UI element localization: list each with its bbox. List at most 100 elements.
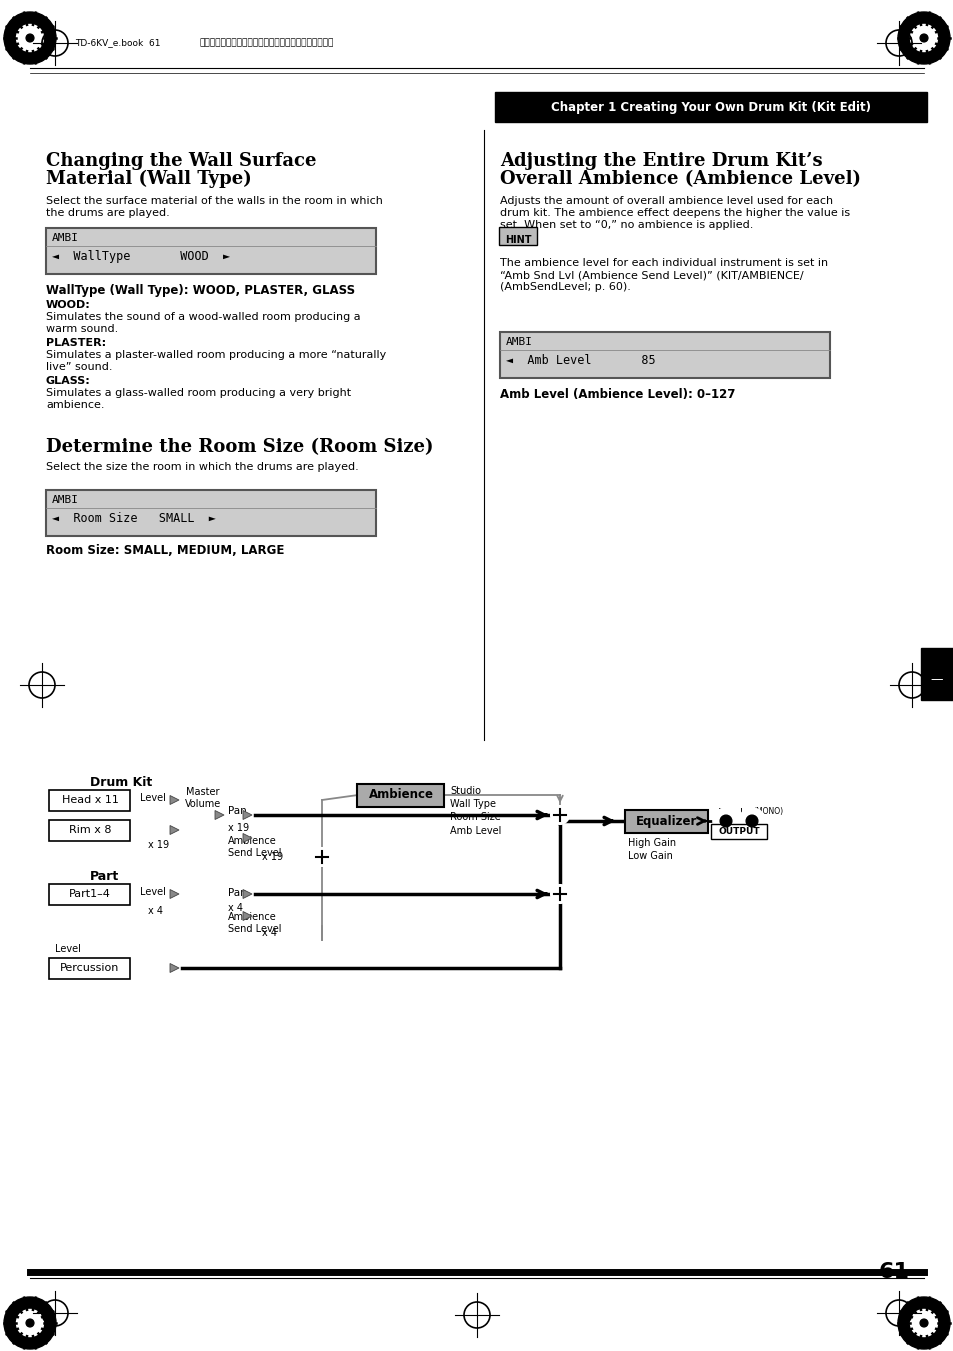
Text: Level: Level — [55, 944, 81, 954]
Text: ambience.: ambience. — [46, 400, 105, 409]
Circle shape — [897, 12, 949, 63]
Text: Simulates a plaster-walled room producing a more “naturally: Simulates a plaster-walled room producin… — [46, 350, 386, 359]
Circle shape — [909, 24, 937, 51]
Text: Part: Part — [90, 870, 119, 884]
Text: Percussion: Percussion — [60, 963, 119, 973]
Text: Drum Kit: Drum Kit — [90, 775, 152, 789]
FancyBboxPatch shape — [711, 824, 767, 839]
Text: Overall Ambience (Ambience Level): Overall Ambience (Ambience Level) — [499, 170, 861, 188]
Text: Pan: Pan — [228, 888, 247, 898]
Text: Ambience: Ambience — [368, 789, 433, 801]
Text: Select the size the room in which the drums are played.: Select the size the room in which the dr… — [46, 462, 358, 471]
Text: x 4: x 4 — [262, 928, 276, 938]
Circle shape — [745, 815, 757, 827]
Text: OUTPUT: OUTPUT — [718, 827, 759, 835]
FancyBboxPatch shape — [46, 228, 375, 274]
Circle shape — [313, 848, 331, 866]
Text: Adjusts the amount of overall ambience level used for each: Adjusts the amount of overall ambience l… — [499, 196, 832, 205]
Text: x 4: x 4 — [228, 902, 243, 913]
Text: Pan: Pan — [228, 807, 247, 816]
Text: R: R — [718, 808, 724, 817]
Text: WOOD:: WOOD: — [46, 300, 91, 309]
Text: AMBI: AMBI — [52, 494, 79, 505]
Text: Simulates a glass-walled room producing a very bright: Simulates a glass-walled room producing … — [46, 388, 351, 399]
Text: Room Size: SMALL, MEDIUM, LARGE: Room Size: SMALL, MEDIUM, LARGE — [46, 544, 284, 557]
Text: HINT: HINT — [504, 235, 531, 245]
FancyBboxPatch shape — [50, 884, 131, 905]
Polygon shape — [243, 912, 252, 920]
Text: Head x 11: Head x 11 — [62, 794, 118, 805]
Text: Changing the Wall Surface: Changing the Wall Surface — [46, 153, 316, 170]
Text: x 19: x 19 — [262, 852, 283, 862]
Text: Simulates the sound of a wood-walled room producing a: Simulates the sound of a wood-walled roo… — [46, 312, 360, 322]
Text: (MONO): (MONO) — [752, 807, 782, 816]
Text: TD-6KV_e.book  61: TD-6KV_e.book 61 — [75, 38, 160, 47]
FancyBboxPatch shape — [46, 490, 375, 536]
Polygon shape — [243, 811, 252, 820]
Text: WallType (Wall Type): WOOD, PLASTER, GLASS: WallType (Wall Type): WOOD, PLASTER, GLA… — [46, 284, 355, 297]
FancyBboxPatch shape — [50, 789, 131, 811]
Circle shape — [4, 1297, 56, 1350]
Polygon shape — [243, 834, 252, 843]
Text: Level: Level — [140, 888, 166, 897]
Polygon shape — [170, 963, 179, 973]
Text: Rim x 8: Rim x 8 — [69, 825, 112, 835]
Circle shape — [897, 1297, 949, 1350]
Circle shape — [909, 1309, 937, 1336]
Text: ◄  Amb Level       85: ◄ Amb Level 85 — [505, 354, 655, 367]
Text: L: L — [740, 808, 744, 817]
Circle shape — [26, 34, 34, 42]
Circle shape — [26, 1319, 34, 1327]
Text: the drums are played.: the drums are played. — [46, 208, 170, 218]
Text: Studio
Wall Type
Room Size
Amb Level: Studio Wall Type Room Size Amb Level — [450, 786, 501, 836]
Text: x 4: x 4 — [148, 907, 163, 916]
Text: “Amb Snd Lvl (Ambience Send Level)” (KIT/AMBIENCE/: “Amb Snd Lvl (Ambience Send Level)” (KIT… — [499, 270, 802, 280]
Polygon shape — [170, 889, 179, 898]
Text: live” sound.: live” sound. — [46, 362, 112, 372]
Circle shape — [16, 24, 44, 51]
FancyBboxPatch shape — [50, 820, 131, 840]
Circle shape — [16, 1309, 44, 1336]
FancyBboxPatch shape — [625, 809, 708, 832]
Text: ◄  Room Size   SMALL  ►: ◄ Room Size SMALL ► — [52, 512, 215, 526]
Polygon shape — [214, 811, 224, 820]
Text: 61: 61 — [878, 1262, 909, 1282]
Text: Master
Volume: Master Volume — [185, 788, 221, 809]
FancyBboxPatch shape — [920, 648, 953, 700]
FancyBboxPatch shape — [498, 227, 537, 245]
Text: AMBI: AMBI — [505, 336, 533, 347]
Circle shape — [720, 815, 731, 827]
Circle shape — [919, 1319, 927, 1327]
Text: ◄  WallType       WOOD  ►: ◄ WallType WOOD ► — [52, 250, 230, 263]
Text: (AmbSendLevel; p. 60).: (AmbSendLevel; p. 60). — [499, 282, 630, 292]
Text: GLASS:: GLASS: — [46, 376, 91, 386]
Circle shape — [551, 885, 568, 902]
Text: warm sound.: warm sound. — [46, 324, 118, 334]
Text: ページ　２００５年１月２４日　月曜日　午後７時４分: ページ ２００５年１月２４日 月曜日 午後７時４分 — [200, 38, 334, 47]
Text: The ambience level for each individual instrument is set in: The ambience level for each individual i… — [499, 258, 827, 267]
Circle shape — [739, 808, 764, 834]
Text: AMBI: AMBI — [52, 232, 79, 243]
Polygon shape — [170, 825, 179, 835]
Polygon shape — [243, 889, 252, 898]
Text: PLASTER:: PLASTER: — [46, 338, 106, 349]
Circle shape — [551, 807, 568, 824]
Polygon shape — [170, 796, 179, 804]
FancyBboxPatch shape — [357, 784, 444, 807]
Text: Ambience
Send Level: Ambience Send Level — [228, 836, 281, 858]
Text: Amb Level (Ambience Level): 0–127: Amb Level (Ambience Level): 0–127 — [499, 388, 735, 401]
Text: x 19: x 19 — [228, 823, 249, 834]
FancyBboxPatch shape — [499, 332, 829, 378]
Text: Select the surface material of the walls in the room in which: Select the surface material of the walls… — [46, 196, 382, 205]
FancyBboxPatch shape — [495, 92, 926, 122]
Text: Chapter 1 Creating Your Own Drum Kit (Kit Edit): Chapter 1 Creating Your Own Drum Kit (Ki… — [551, 100, 870, 113]
Text: Material (Wall Type): Material (Wall Type) — [46, 170, 252, 188]
Text: High Gain
Low Gain: High Gain Low Gain — [627, 838, 676, 861]
Text: Determine the Room Size (Room Size): Determine the Room Size (Room Size) — [46, 438, 433, 457]
Text: Part1–4: Part1–4 — [69, 889, 111, 898]
FancyBboxPatch shape — [50, 958, 131, 978]
Text: Adjusting the Entire Drum Kit’s: Adjusting the Entire Drum Kit’s — [499, 153, 821, 170]
Circle shape — [712, 808, 739, 834]
Text: x 19: x 19 — [148, 840, 169, 850]
Circle shape — [919, 34, 927, 42]
